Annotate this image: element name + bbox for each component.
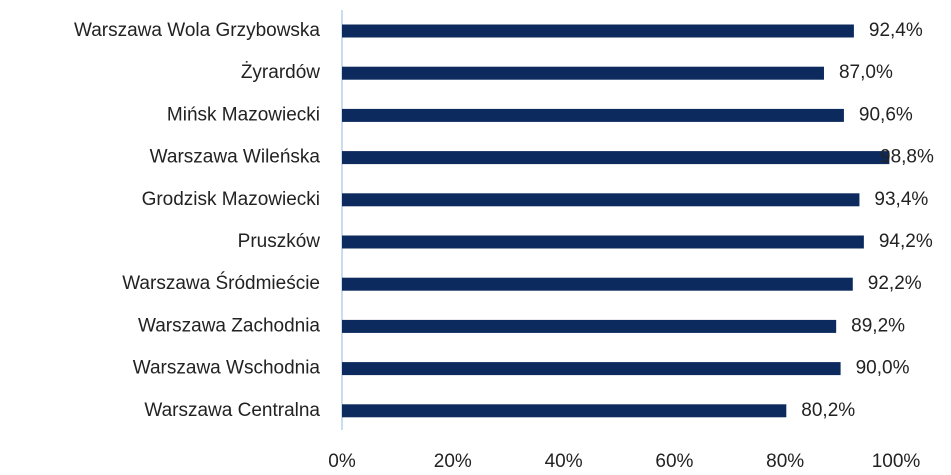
x-tick-label: 40%	[545, 451, 583, 472]
bar	[342, 319, 837, 333]
bar	[342, 151, 890, 165]
y-tick-label: Mińsk Mazowiecki	[167, 104, 320, 125]
x-tick-label: 80%	[766, 451, 804, 472]
value-label: 98,8%	[880, 147, 934, 168]
bar	[342, 235, 864, 249]
value-label: 92,2%	[868, 273, 922, 294]
y-tick-label: Warszawa Wileńska	[150, 147, 321, 168]
value-label: 90,6%	[859, 104, 913, 125]
value-label: 80,2%	[801, 400, 855, 421]
value-label: 93,4%	[874, 189, 928, 210]
bar	[342, 66, 824, 80]
y-tick-label: Warszawa Wola Grzybowska	[74, 20, 320, 41]
x-tick-label: 60%	[655, 451, 693, 472]
value-label: 87,0%	[839, 62, 893, 83]
x-tick-label: 100%	[872, 451, 921, 472]
bar	[342, 24, 854, 38]
bar	[342, 277, 853, 291]
value-label: 89,2%	[851, 315, 905, 336]
value-label: 90,0%	[856, 358, 910, 379]
y-tick-label: Grodzisk Mazowiecki	[142, 189, 320, 210]
bar	[342, 193, 860, 207]
x-tick-label: 20%	[434, 451, 472, 472]
y-tick-label: Pruszków	[238, 231, 321, 252]
y-tick-label: Żyrardów	[241, 62, 320, 83]
value-label: 94,2%	[879, 231, 933, 252]
y-tick-label: Warszawa Zachodnia	[138, 315, 320, 336]
y-tick-label: Warszawa Śródmieście	[122, 272, 320, 294]
value-label: 92,4%	[869, 20, 923, 41]
bar	[342, 362, 841, 376]
bar	[342, 108, 844, 122]
y-tick-label: Warszawa Wschodnia	[133, 358, 321, 379]
y-tick-label: Warszawa Centralna	[144, 400, 320, 421]
bar	[342, 404, 787, 418]
x-tick-label: 0%	[328, 451, 356, 472]
